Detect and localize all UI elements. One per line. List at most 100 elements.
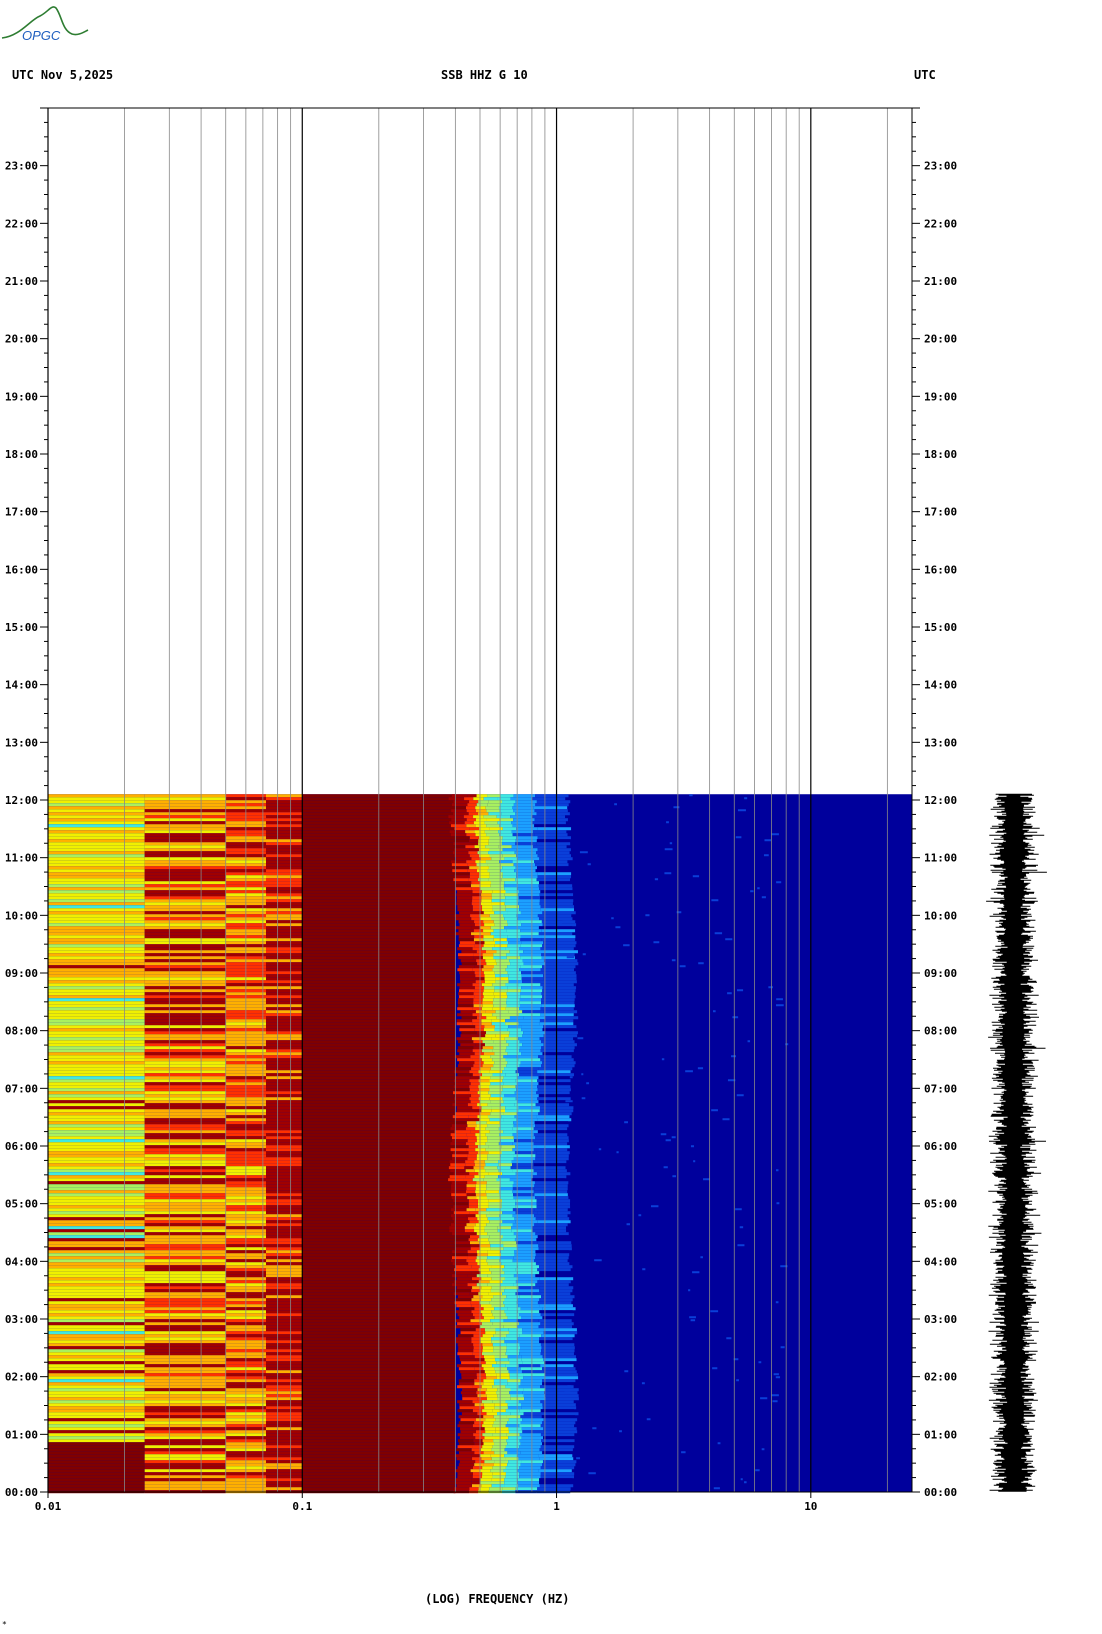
heatmap-cell bbox=[536, 1202, 571, 1206]
heatmap-cell bbox=[478, 878, 489, 882]
heatmap-cell bbox=[48, 1367, 145, 1371]
heatmap-cell bbox=[486, 1214, 500, 1218]
heatmap-cell bbox=[581, 1097, 586, 1100]
heatmap-cell bbox=[48, 1139, 145, 1143]
heatmap-cell bbox=[486, 1376, 497, 1380]
heatmap-cell bbox=[265, 1154, 303, 1158]
y-tick-label-left: 06:00 bbox=[5, 1140, 38, 1153]
heatmap-cell bbox=[472, 1109, 482, 1113]
heatmap-cell bbox=[478, 1172, 489, 1176]
heatmap-cell bbox=[454, 1280, 470, 1284]
heatmap-cell bbox=[504, 1289, 518, 1293]
heatmap-cell bbox=[144, 902, 226, 906]
heatmap-cell bbox=[455, 1337, 472, 1341]
heatmap-cell bbox=[536, 1199, 571, 1203]
heatmap-cell bbox=[536, 878, 571, 882]
heatmap-cell bbox=[519, 1073, 541, 1077]
heatmap-cell bbox=[265, 857, 303, 861]
heatmap-cell bbox=[537, 1097, 571, 1101]
heatmap-cell bbox=[144, 1169, 226, 1173]
heatmap-cell bbox=[508, 980, 523, 984]
heatmap-cell bbox=[477, 1394, 487, 1398]
heatmap-cell bbox=[484, 980, 496, 984]
heatmap-cell bbox=[470, 1325, 481, 1329]
heatmap-cell bbox=[502, 1268, 516, 1272]
y-tick-label-right: 13:00 bbox=[924, 736, 957, 749]
heatmap-cell bbox=[466, 809, 476, 813]
heatmap-cell bbox=[495, 974, 509, 978]
heatmap-cell bbox=[48, 1169, 145, 1173]
heatmap-cell bbox=[465, 1160, 475, 1164]
y-tick-label-left: 01:00 bbox=[5, 1428, 38, 1441]
heatmap-cell bbox=[48, 1055, 145, 1059]
heatmap-cell bbox=[474, 944, 484, 948]
heatmap-cell bbox=[507, 935, 521, 939]
heatmap-cell bbox=[503, 1469, 517, 1473]
heatmap-cell bbox=[464, 797, 474, 801]
heatmap-cell bbox=[48, 1298, 145, 1302]
heatmap-cell bbox=[265, 1025, 303, 1029]
heatmap-cell bbox=[48, 1328, 145, 1332]
heatmap-cell bbox=[497, 1226, 512, 1230]
heatmap-cell bbox=[144, 842, 226, 846]
heatmap-cell bbox=[144, 1082, 226, 1086]
heatmap-cell bbox=[48, 1103, 145, 1107]
heatmap-cell bbox=[48, 902, 145, 906]
heatmap-cell bbox=[537, 872, 572, 876]
heatmap-cell bbox=[507, 1355, 522, 1359]
heatmap-cell bbox=[503, 1100, 518, 1104]
heatmap-cell bbox=[144, 836, 226, 840]
heatmap-cell bbox=[477, 1103, 488, 1107]
heatmap-cell bbox=[516, 1088, 538, 1092]
heatmap-cell bbox=[144, 929, 226, 933]
heatmap-cell bbox=[144, 1370, 226, 1374]
heatmap-cell bbox=[144, 1052, 226, 1056]
heatmap-cell bbox=[534, 833, 568, 837]
heatmap-cell bbox=[498, 1169, 513, 1173]
heatmap-cell bbox=[48, 1451, 145, 1455]
heatmap-cell bbox=[455, 1319, 471, 1323]
heatmap-cell bbox=[676, 911, 682, 914]
heatmap-cell bbox=[500, 1196, 514, 1200]
heatmap-cell bbox=[494, 1355, 508, 1359]
heatmap-cell bbox=[460, 1034, 476, 1038]
heatmap-cell bbox=[502, 1220, 516, 1224]
heatmap-cell bbox=[505, 1313, 520, 1317]
heatmap-cell bbox=[451, 1256, 468, 1260]
heatmap-cell bbox=[459, 971, 475, 975]
heatmap-cell bbox=[502, 872, 517, 876]
heatmap-cell bbox=[450, 824, 467, 828]
heatmap-cell bbox=[536, 851, 570, 855]
heatmap-cell bbox=[484, 986, 495, 990]
heatmap-cell bbox=[488, 1172, 503, 1176]
heatmap-cell bbox=[735, 836, 742, 839]
heatmap-cell bbox=[534, 1214, 568, 1218]
heatmap-cell bbox=[475, 1331, 486, 1335]
heatmap-cell bbox=[48, 1403, 145, 1407]
heatmap-cell bbox=[519, 1334, 542, 1338]
heatmap-cell bbox=[265, 1184, 303, 1188]
heatmap-cell bbox=[517, 1298, 540, 1302]
heatmap-cell bbox=[494, 1460, 509, 1464]
heatmap-cell bbox=[265, 797, 303, 801]
heatmap-cell bbox=[475, 1430, 486, 1434]
heatmap-cell bbox=[48, 1193, 145, 1197]
heatmap-cell bbox=[144, 1076, 226, 1080]
heatmap-cell bbox=[542, 1442, 576, 1446]
heatmap-cell bbox=[495, 1427, 509, 1431]
heatmap-cell bbox=[481, 1106, 492, 1110]
heatmap-cell bbox=[502, 854, 517, 858]
heatmap-cell bbox=[488, 800, 503, 804]
heatmap-cell bbox=[744, 1481, 747, 1484]
heatmap-cell bbox=[473, 1433, 483, 1437]
heatmap-cell bbox=[144, 1271, 226, 1275]
y-tick-label-right: 14:00 bbox=[924, 679, 957, 692]
heatmap-cell bbox=[144, 1148, 226, 1152]
heatmap-cell bbox=[588, 1472, 596, 1475]
heatmap-cell bbox=[144, 1331, 226, 1335]
heatmap-cell bbox=[48, 1382, 145, 1386]
heatmap-cell bbox=[455, 1325, 471, 1329]
heatmap-cell bbox=[454, 836, 470, 840]
heatmap-cell bbox=[537, 848, 571, 852]
heatmap-cell bbox=[491, 1340, 505, 1344]
